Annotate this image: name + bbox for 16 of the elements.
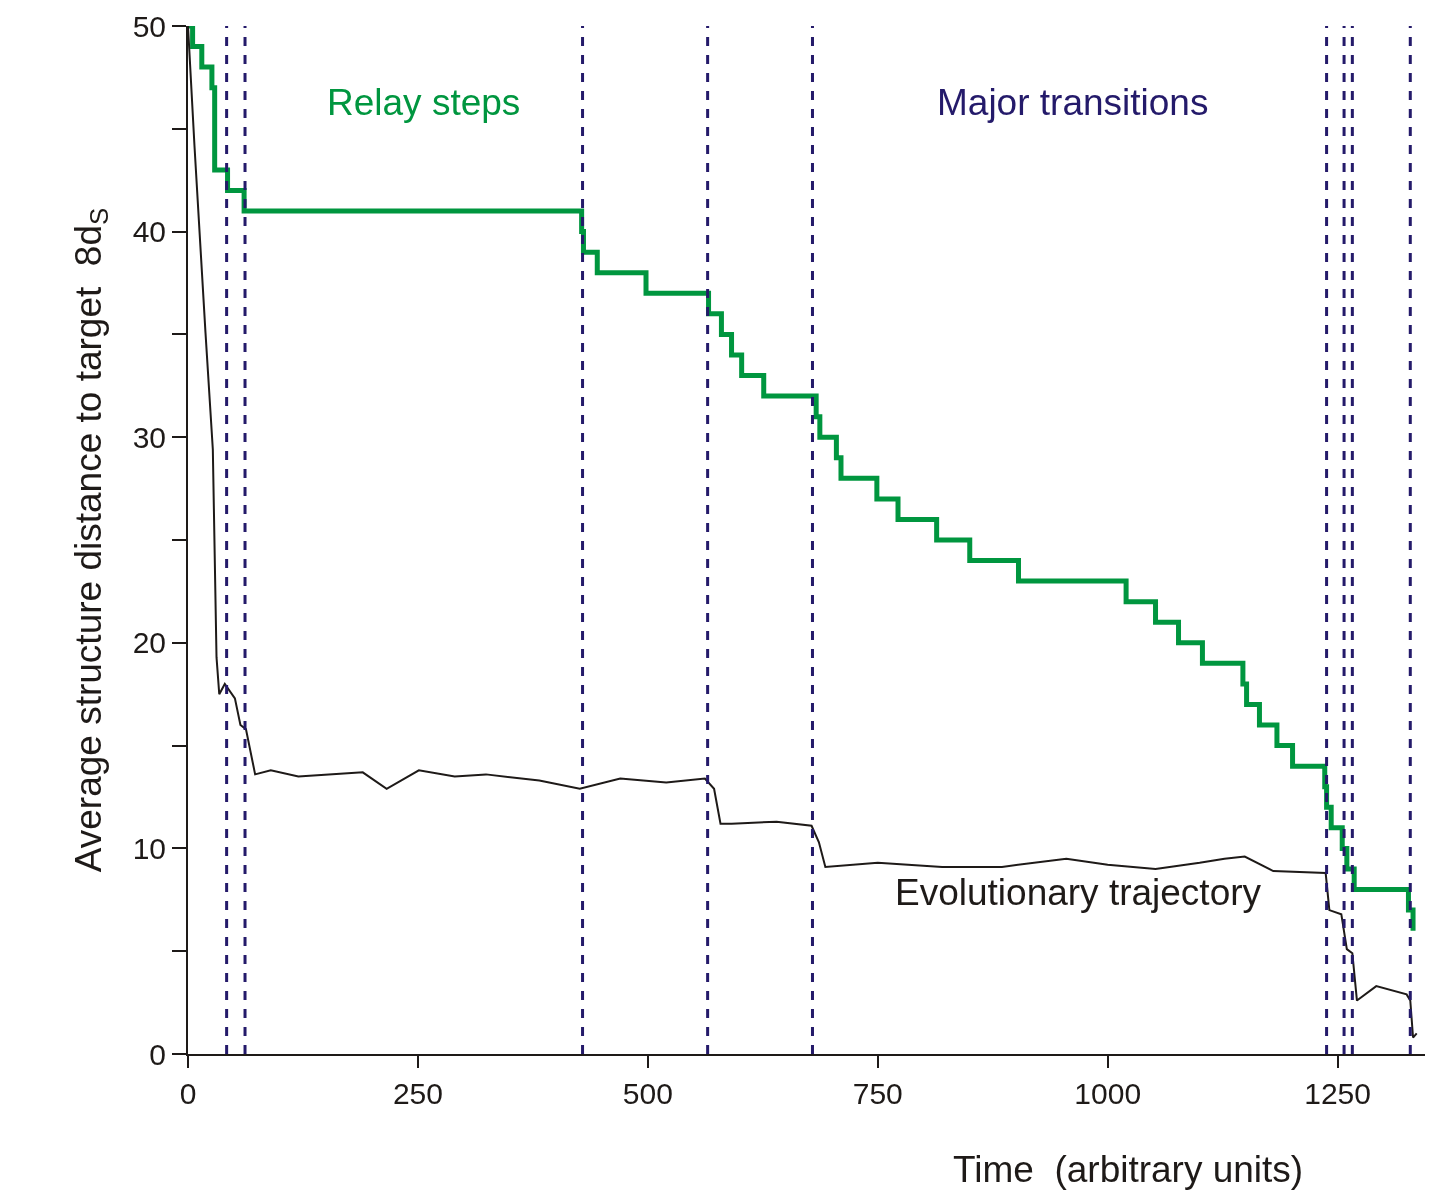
x-tick-label: 500 [622, 1077, 673, 1110]
y-tick-label: 20 [132, 626, 166, 660]
annotation: Major transitions [937, 82, 1209, 123]
x-tick-label: 1250 [1304, 1077, 1372, 1110]
y-tick-label: 50 [132, 9, 166, 43]
x-tick-label: 0 [179, 1077, 197, 1110]
x-tick-label: 250 [392, 1077, 443, 1110]
y-tick-label: 0 [149, 1037, 166, 1071]
y-tick-label: 30 [132, 420, 166, 454]
annotation: Relay steps [327, 82, 521, 123]
annotation: Evolutionary trajectory [895, 872, 1262, 913]
x-axis-title: Time (arbitrary units) [953, 1149, 1304, 1190]
y-tick-label: 40 [132, 215, 166, 249]
y-tick-label: 10 [132, 831, 166, 865]
x-tick-label: 1000 [1074, 1077, 1142, 1110]
x-tick-label: 750 [852, 1077, 903, 1110]
